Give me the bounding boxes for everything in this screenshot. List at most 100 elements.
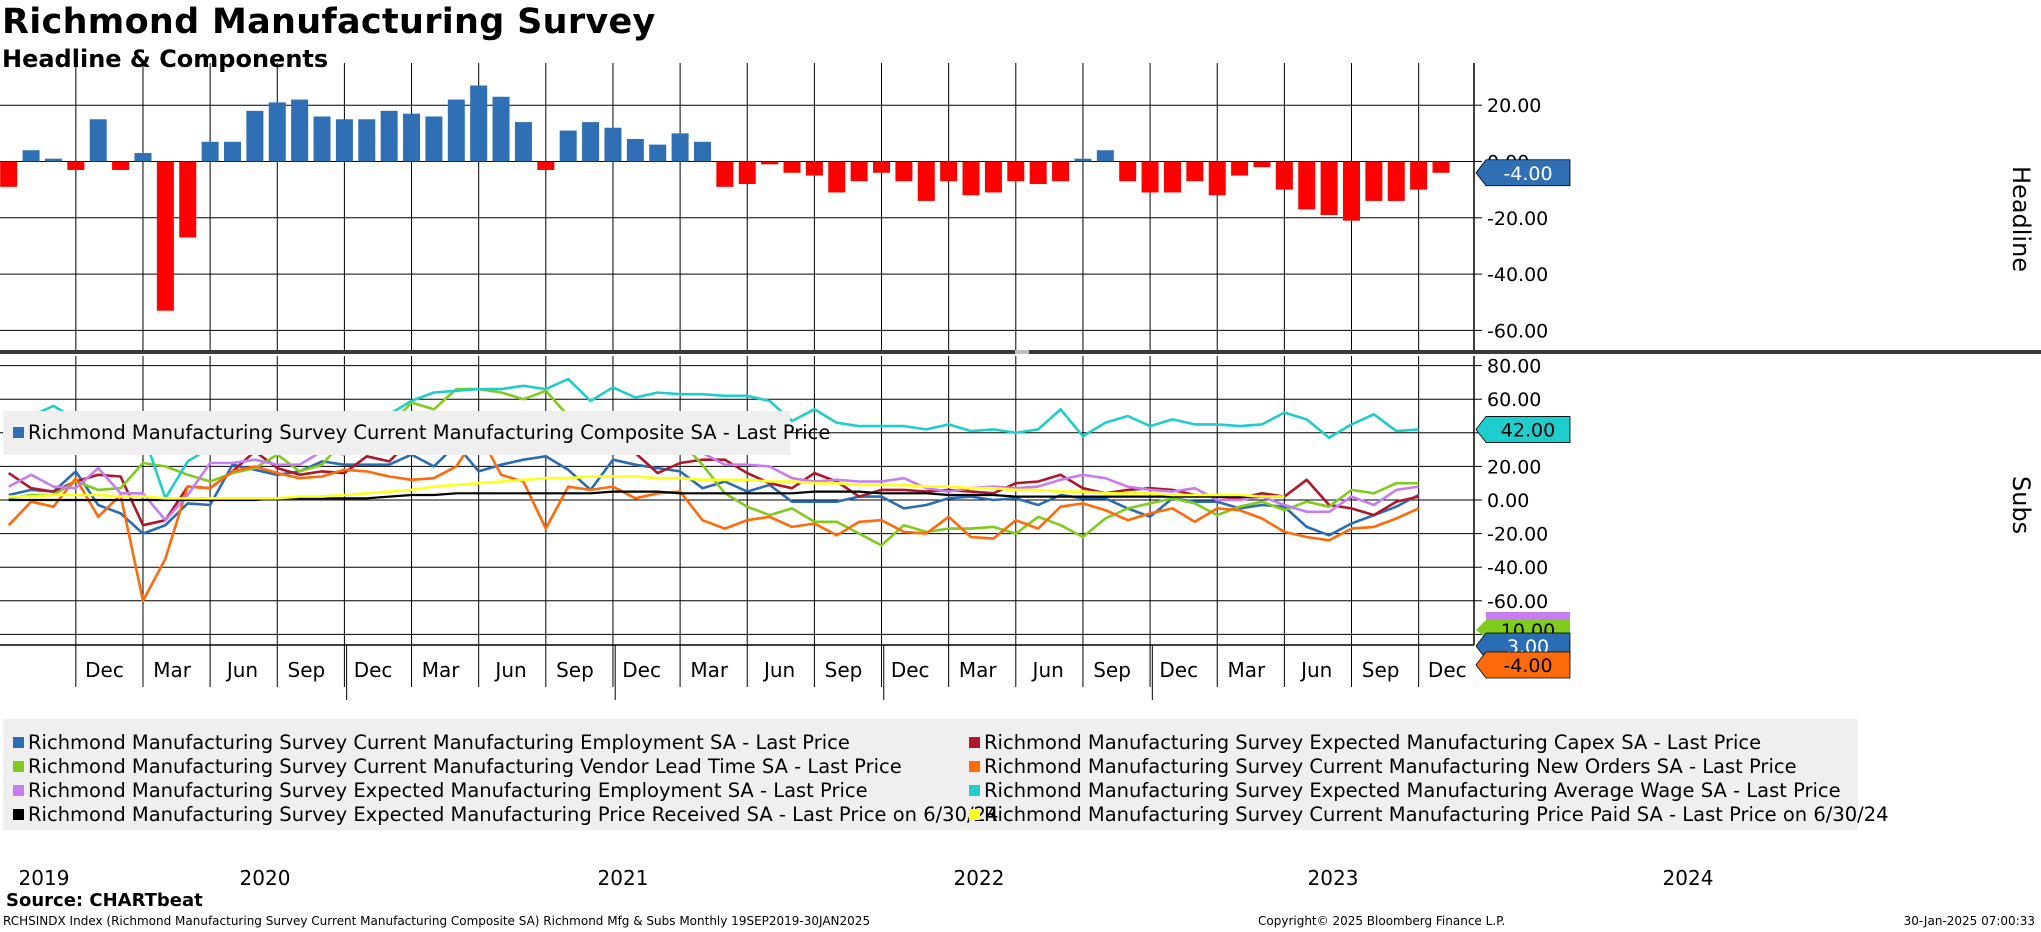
chart-subtitle: Headline & Components [2, 45, 329, 73]
xtick-month-label: Sep [825, 658, 863, 682]
ytick-label-top: -60.00 [1487, 320, 1548, 342]
headline-bar [671, 133, 689, 162]
legend-item-capex: Richmond Manufacturing Survey Expected M… [969, 731, 1761, 755]
headline-bar [783, 161, 801, 173]
headline-bar [828, 161, 846, 193]
series-line-new-orders [7, 431, 1420, 603]
headline-bar [604, 127, 622, 162]
legend-label-price-received: Richmond Manufacturing Survey Expected M… [28, 803, 999, 826]
footer-copyright: Copyright© 2025 Bloomberg Finance L.P. [1258, 914, 1506, 928]
xtick-year-label: 2019 [19, 866, 70, 890]
headline-bar [380, 110, 398, 162]
headline-bar [805, 161, 823, 176]
tag-avg-wage-text: 42.00 [1501, 419, 1555, 441]
headline-bar [582, 122, 600, 162]
headline-bar [335, 119, 353, 162]
headline-bars [0, 85, 1450, 311]
headline-bar [895, 161, 913, 182]
legend-item-price-paid: Richmond Manufacturing Survey Current Ma… [969, 803, 1889, 827]
ytick-label-bottom: 80.00 [1487, 356, 1541, 378]
headline-bar [940, 161, 958, 182]
xtick-month-label: Sep [1362, 658, 1400, 682]
source-note: Source: CHARTbeat [6, 890, 203, 911]
footer-timestamp: 30-Jan-2025 07:00:33 [1903, 914, 2035, 928]
headline-bar [1432, 161, 1450, 173]
headline-bar [403, 113, 421, 162]
headline-bar [514, 122, 532, 162]
xtick-month-label: Dec [354, 658, 393, 682]
legend-swatch-price-paid [969, 809, 980, 820]
headline-bar [1163, 161, 1181, 193]
subs-legend: Richmond Manufacturing Survey Current Ma… [3, 719, 1889, 830]
headline-bar [693, 141, 711, 162]
ytick-label-bottom: 0.00 [1487, 490, 1529, 512]
legend-item-exp-employment: Richmond Manufacturing Survey Expected M… [13, 779, 868, 803]
headline-bar [1410, 161, 1428, 190]
headline-bar [89, 119, 107, 162]
ytick-label-bottom: 20.00 [1487, 456, 1541, 478]
headline-bar [224, 141, 241, 162]
headline-bar [67, 161, 85, 170]
legend-swatch-vendor [13, 761, 24, 772]
headline-bar [559, 130, 577, 162]
xtick-month-label: Mar [153, 658, 192, 682]
ytick-label-bottom: -20.00 [1487, 524, 1548, 546]
headline-bar [1007, 161, 1025, 182]
headline-bar [649, 144, 667, 162]
tag-headline-text: -4.00 [1503, 163, 1552, 185]
headline-bar [537, 161, 555, 170]
headline-legend: Richmond Manufacturing Survey Current Ma… [3, 411, 830, 455]
ytick-label-top: -40.00 [1487, 264, 1548, 286]
headline-bar [1365, 161, 1383, 201]
legend-label-composite: Richmond Manufacturing Survey Current Ma… [28, 421, 831, 444]
headline-bar [22, 150, 40, 162]
xtick-month-label: Sep [288, 658, 326, 682]
headline-bar [1320, 161, 1338, 215]
headline-bar [492, 96, 510, 162]
headline-bar [1096, 150, 1114, 162]
tag-new-orders-text: -4.00 [1503, 655, 1552, 677]
headline-bar [447, 99, 465, 162]
headline-bar [1052, 161, 1070, 182]
xtick-year-label: 2021 [598, 866, 649, 890]
xtick-month-label: Dec [1428, 658, 1467, 682]
headline-bar [1253, 161, 1271, 168]
xtick-month-label: Sep [1093, 658, 1131, 682]
legend-label-employment: Richmond Manufacturing Survey Current Ma… [28, 731, 850, 754]
xtick-year-label: 2022 [954, 866, 1005, 890]
tag-new-orders-shape [1475, 651, 1571, 679]
legend-swatch-capex [969, 737, 980, 748]
legend-swatch-avg-wage [969, 785, 980, 796]
headline-bar [134, 153, 152, 162]
xtick-month-label: Jun [762, 658, 795, 682]
xtick-month-label: Jun [225, 658, 258, 682]
headline-bar [1387, 161, 1405, 201]
legend-label-capex: Richmond Manufacturing Survey Expected M… [984, 731, 1762, 754]
xtick-month-label: Jun [1299, 658, 1332, 682]
legend-item-new-orders: Richmond Manufacturing Survey Current Ma… [969, 755, 1797, 779]
xtick-year-label: 2024 [1663, 866, 1714, 890]
headline-bar [1119, 161, 1137, 182]
headline-bar [626, 138, 644, 162]
headline-bar [761, 161, 779, 165]
xtick-month-label: Mar [422, 658, 461, 682]
ytick-label-bottom: -60.00 [1487, 591, 1548, 613]
headline-bar [1343, 161, 1360, 221]
headline-bar [1275, 161, 1293, 190]
headline-bar [1298, 161, 1316, 210]
subs-axis-label: Subs [2007, 476, 2035, 534]
headline-bar [850, 161, 868, 182]
legend-item-vendor: Richmond Manufacturing Survey Current Ma… [13, 755, 902, 779]
tag-new-orders: -4.00 [1475, 651, 1571, 679]
headline-bar [962, 161, 980, 196]
headline-bar [738, 161, 756, 185]
legend-item-employment: Richmond Manufacturing Survey Current Ma… [13, 731, 850, 755]
footer-ticker: RCHSINDX Index (Richmond Manufacturing S… [3, 914, 871, 928]
headline-bar [44, 158, 62, 162]
legend-swatch-price-received [13, 809, 24, 820]
ytick-label-bottom: -40.00 [1487, 557, 1548, 579]
headline-bar [291, 99, 309, 162]
legend-label-price-paid: Richmond Manufacturing Survey Current Ma… [984, 803, 1889, 826]
legend-label-avg-wage: Richmond Manufacturing Survey Expected M… [984, 779, 1841, 802]
